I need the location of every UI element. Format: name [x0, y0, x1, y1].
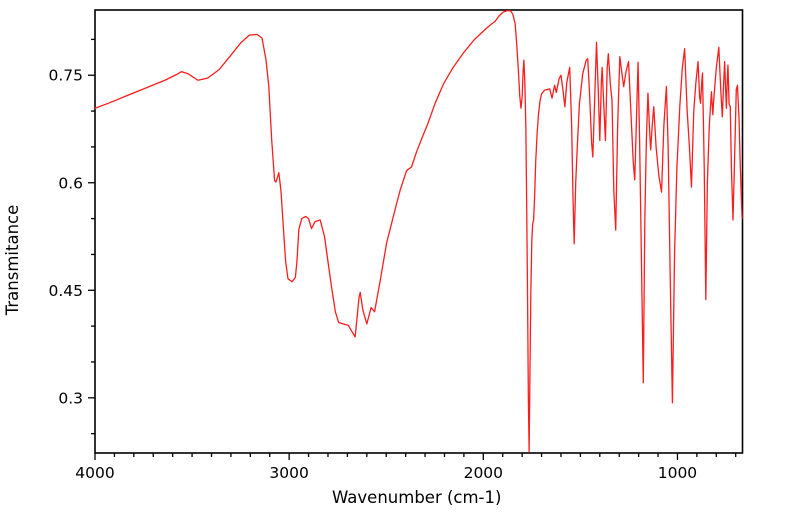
- x-axis-tick-label: 1000: [658, 464, 697, 482]
- y-axis-tick-label: 0.75: [48, 67, 83, 85]
- x-axis-tick-label: 4000: [75, 464, 114, 482]
- y-axis-tick-label: 0.3: [58, 389, 83, 407]
- x-axis-title: Wavenumber (cm-1): [332, 488, 501, 507]
- plot-border: [94, 9, 744, 454]
- x-axis-tick-label: 2000: [464, 464, 503, 482]
- spectrum-line: [94, 10, 743, 453]
- y-axis-tick-label: 0.6: [58, 174, 83, 192]
- x-axis-tick-label: 3000: [269, 464, 308, 482]
- y-axis-title: Transmitance: [3, 205, 22, 317]
- y-axis-tick-label: 0.45: [48, 282, 83, 300]
